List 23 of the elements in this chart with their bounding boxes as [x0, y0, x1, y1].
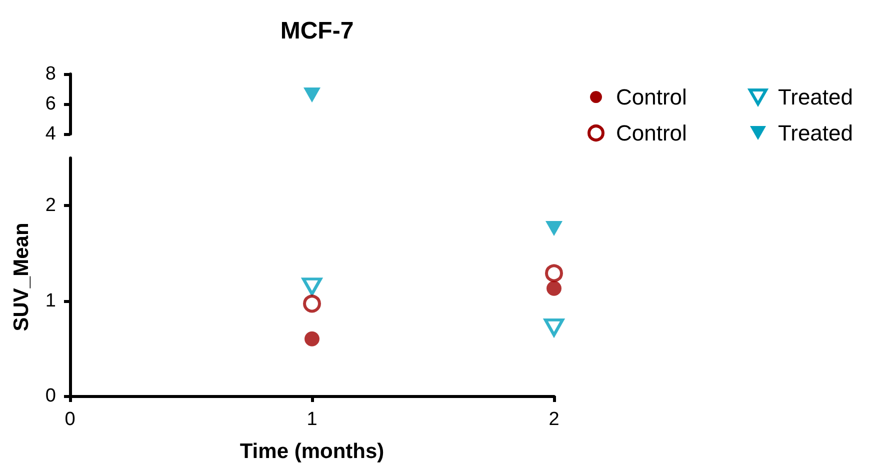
y-tick-label: 4	[45, 124, 56, 144]
x-tick-label: 2	[548, 409, 560, 430]
x-tick-label: 1	[306, 409, 318, 430]
y-tick-label: 0	[45, 386, 56, 406]
y-tick-label: 1	[45, 290, 56, 312]
point	[304, 331, 320, 346]
x-axis-title: Time (months)	[240, 440, 384, 463]
legend-label: Treated	[778, 120, 854, 146]
legend-label: Control	[616, 84, 687, 110]
legend-label: Treated	[778, 84, 854, 110]
y-tick-label: 8	[45, 64, 56, 84]
point	[546, 280, 562, 296]
legend-label: Control	[616, 120, 687, 146]
point	[302, 278, 322, 296]
x-tick-label: 0	[64, 409, 76, 430]
y-tick-label: 2	[45, 195, 56, 216]
point	[544, 318, 564, 336]
point	[303, 294, 321, 313]
chart-title: MCF-7	[280, 18, 354, 44]
y-axis-title: SUV_Mean	[10, 222, 33, 332]
y-tick-label: 6	[45, 94, 56, 114]
point	[545, 264, 563, 282]
point	[546, 220, 562, 236]
